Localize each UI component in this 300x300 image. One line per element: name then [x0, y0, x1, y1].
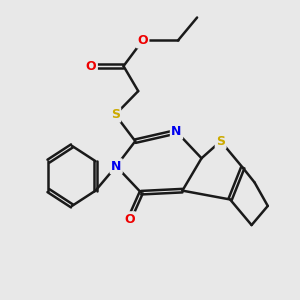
Text: O: O	[137, 34, 148, 47]
Text: O: O	[86, 60, 96, 73]
Text: N: N	[171, 125, 182, 138]
Text: S: S	[216, 135, 225, 148]
Text: S: S	[111, 108, 120, 121]
Text: O: O	[124, 213, 135, 226]
Text: N: N	[111, 160, 121, 173]
